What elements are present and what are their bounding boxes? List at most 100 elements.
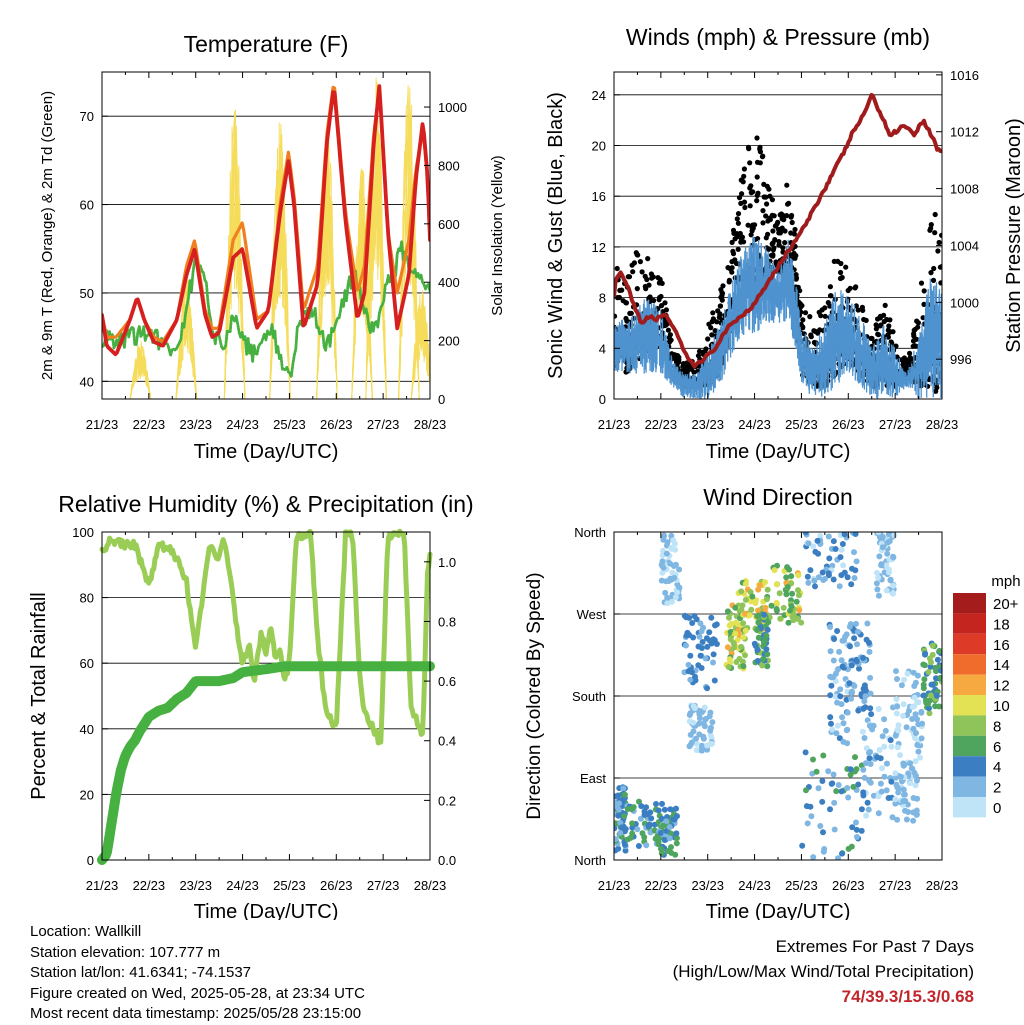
direction-point — [937, 674, 942, 681]
direction-point — [711, 677, 718, 684]
direction-point — [760, 656, 766, 663]
direction-point — [894, 744, 901, 751]
direction-point — [853, 766, 860, 773]
direction-point — [810, 854, 817, 860]
direction-point — [686, 743, 693, 750]
direction-point — [847, 766, 854, 773]
direction-point — [893, 668, 899, 675]
chart-title: Temperature (F) — [184, 31, 349, 57]
legend-swatch — [953, 797, 986, 818]
direction-point — [689, 620, 696, 626]
direction-plot-area — [614, 532, 942, 860]
direction-point — [853, 826, 860, 833]
direction-point — [858, 827, 865, 834]
direction-point — [843, 727, 850, 734]
gust-point — [660, 322, 666, 328]
direction-point — [926, 705, 932, 712]
direction-point — [699, 639, 706, 645]
direction-point — [848, 695, 855, 702]
direction-point — [828, 720, 834, 727]
gust-point — [800, 317, 806, 323]
direction-point — [812, 583, 818, 590]
direction-point — [839, 850, 845, 857]
gust-point — [937, 264, 942, 270]
gust-point — [901, 355, 908, 361]
direction-point — [849, 688, 855, 695]
gust-point — [811, 339, 818, 346]
direction-point — [821, 575, 828, 582]
gust-point — [710, 310, 716, 316]
direction-point — [912, 758, 919, 765]
gust-point — [770, 228, 776, 234]
y2-axis-label: Solar Insolation (Yellow) — [489, 155, 506, 315]
y-tick-label: West — [577, 607, 607, 622]
x-tick-label: 28/23 — [414, 417, 447, 432]
direction-point — [918, 735, 925, 742]
direction-point — [850, 783, 857, 790]
direction-point — [742, 627, 749, 634]
gust-point — [935, 248, 941, 254]
gust-point — [907, 355, 913, 361]
direction-point — [657, 830, 664, 836]
direction-point — [920, 681, 927, 688]
direction-point — [827, 692, 834, 699]
gust-point — [770, 247, 777, 253]
direction-point — [763, 596, 770, 603]
x-tick-label: 23/23 — [691, 417, 724, 432]
direction-point — [671, 816, 678, 823]
gust-point — [863, 317, 869, 323]
direction-point — [860, 705, 867, 712]
direction-point — [700, 720, 707, 727]
gust-point — [825, 300, 831, 306]
direction-point — [655, 839, 662, 846]
x-tick-label: 22/23 — [645, 417, 678, 432]
legend-title: mph — [991, 573, 1020, 590]
gust-point — [726, 277, 733, 283]
direction-point — [915, 699, 922, 706]
direction-point — [844, 740, 851, 747]
gust-point — [932, 230, 938, 236]
direction-point — [819, 798, 826, 805]
gust-point — [623, 300, 630, 306]
direction-point — [841, 569, 848, 576]
direction-point — [704, 685, 711, 692]
direction-point — [764, 663, 771, 670]
y-tick-label: 20 — [592, 139, 606, 154]
gust-point — [933, 388, 939, 394]
direction-point — [881, 743, 888, 750]
x-tick-label: 28/23 — [926, 417, 959, 432]
direction-point — [620, 785, 627, 792]
direction-point — [661, 806, 668, 813]
direction-point — [724, 608, 731, 615]
gust-point — [912, 343, 918, 349]
gust-point — [855, 307, 861, 313]
direction-point — [697, 620, 704, 627]
direction-point — [867, 705, 874, 712]
direction-point — [910, 725, 917, 732]
direction-point — [802, 749, 809, 756]
direction-point — [802, 532, 809, 536]
legend-label: 10 — [993, 698, 1010, 715]
direction-point — [815, 574, 822, 581]
direction-point — [832, 546, 839, 552]
direction-point — [911, 683, 918, 689]
direction-point — [629, 820, 636, 827]
wind-direction-chart: Wind Direction 21/23 22/23 23/23 24/23 25/23 2… — [524, 484, 1021, 920]
gust-point — [769, 241, 775, 247]
legend-label: 8 — [993, 718, 1001, 735]
y-tick-label: 70 — [80, 109, 94, 124]
direction-point — [690, 719, 697, 726]
direction-point — [742, 610, 749, 617]
gust-point — [769, 212, 775, 218]
legend-swatch — [953, 776, 986, 797]
gust-point — [782, 240, 788, 246]
temp_2m-line — [102, 84, 430, 357]
gust-point — [839, 274, 845, 281]
direction-point — [768, 602, 775, 609]
gust-point — [736, 195, 743, 201]
direction-point — [747, 589, 754, 595]
direction-point — [673, 835, 680, 842]
gust-point — [808, 332, 814, 338]
direction-point — [900, 712, 907, 719]
direction-point — [937, 667, 942, 674]
